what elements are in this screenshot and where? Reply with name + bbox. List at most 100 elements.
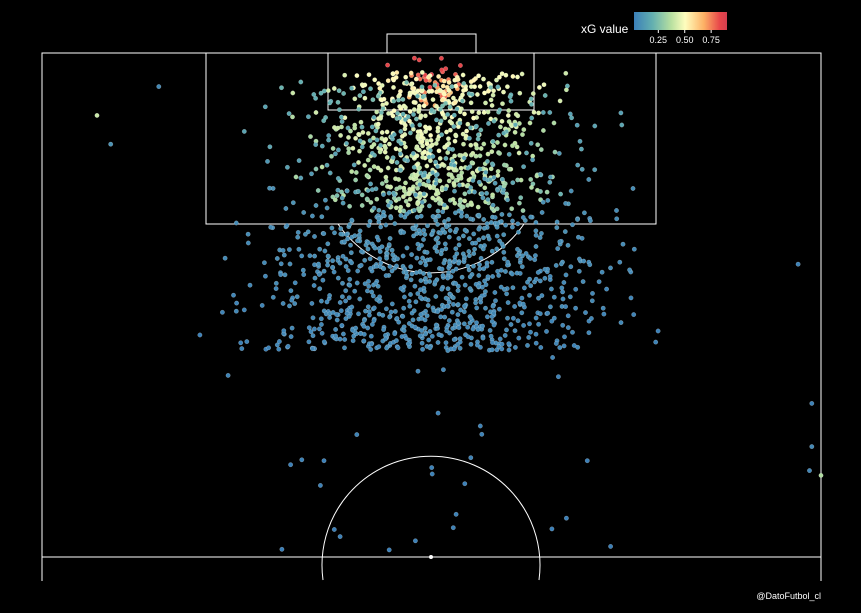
shot-point — [266, 345, 272, 351]
shot-point — [600, 305, 606, 311]
shot-point — [588, 316, 594, 321]
shot-point — [538, 230, 544, 236]
shot-point — [586, 177, 592, 182]
shot-point — [339, 322, 345, 328]
shot-point — [544, 189, 550, 195]
shot-point — [587, 262, 593, 268]
shot-point — [324, 205, 330, 211]
shot-point — [342, 72, 348, 78]
shot-point — [583, 310, 588, 316]
shot-point — [393, 205, 399, 211]
shot-point — [422, 325, 428, 331]
shot-point — [435, 164, 441, 169]
shot-point — [502, 142, 508, 148]
shot-point — [407, 118, 412, 124]
shot-point — [478, 127, 484, 133]
shot-point — [296, 246, 302, 252]
shot-point — [371, 115, 377, 120]
shot-point — [567, 294, 573, 300]
shot-point — [374, 137, 380, 143]
shot-point — [483, 305, 488, 311]
shot-point — [299, 457, 305, 463]
shot-point — [476, 179, 482, 185]
shot-point — [564, 83, 570, 89]
shot-point — [454, 106, 460, 112]
shot-point — [475, 132, 481, 138]
shot-point — [225, 372, 231, 378]
shot-point — [286, 111, 292, 117]
shot-point — [401, 294, 407, 300]
shot-point — [504, 84, 510, 90]
shot-point — [349, 217, 355, 223]
shot-point — [478, 243, 484, 249]
shot-point — [484, 158, 490, 164]
shot-point — [407, 196, 413, 202]
shot-point — [486, 236, 492, 242]
shot-point — [490, 92, 496, 98]
shot-point — [429, 465, 435, 471]
shot-point — [446, 79, 452, 85]
shot-point — [440, 273, 446, 278]
shot-point — [380, 213, 386, 218]
shot-point — [433, 159, 439, 165]
shot-point — [279, 85, 284, 91]
shot-point — [487, 327, 493, 333]
shot-point — [499, 211, 505, 217]
shot-point — [457, 109, 463, 115]
shot-point — [503, 222, 509, 228]
shot-point — [399, 133, 405, 139]
shot-point — [481, 76, 486, 82]
shot-point — [559, 285, 565, 291]
shot-point — [388, 184, 394, 190]
shot-point — [433, 172, 439, 178]
shot-point — [380, 106, 386, 112]
shot-point — [293, 174, 299, 180]
shot-point — [302, 231, 308, 237]
shot-point — [655, 328, 661, 334]
shot-point — [538, 189, 543, 194]
shot-point — [433, 217, 439, 223]
shot-point — [402, 157, 408, 163]
shot-point — [352, 96, 358, 102]
shot-point — [245, 240, 251, 246]
shot-point — [377, 256, 383, 262]
shot-point — [381, 327, 387, 333]
shot-point — [557, 98, 563, 104]
shot-point — [341, 239, 347, 245]
shot-point — [350, 338, 356, 344]
shot-point — [371, 318, 377, 324]
shot-point — [476, 237, 482, 243]
shot-point — [509, 224, 515, 230]
shot-point — [443, 186, 449, 192]
shot-point — [446, 178, 452, 184]
shot-point — [441, 202, 447, 208]
shot-point — [536, 321, 542, 327]
shot-point — [316, 326, 322, 332]
shot-point — [383, 136, 389, 142]
shot-point — [343, 264, 349, 269]
shot-point — [427, 147, 433, 153]
shot-point — [436, 74, 442, 79]
shot-point — [410, 85, 415, 91]
shot-point — [459, 213, 464, 219]
shot-point — [476, 73, 482, 79]
shot-point — [334, 317, 340, 323]
shot-point — [432, 82, 438, 88]
shot-point — [483, 169, 489, 175]
shot-point — [245, 231, 251, 237]
shot-point — [795, 261, 801, 267]
shot-point — [371, 205, 377, 211]
shot-point — [382, 149, 388, 155]
shot-point — [466, 236, 472, 242]
shot-point — [577, 138, 583, 144]
shot-point — [466, 249, 472, 254]
shot-point — [457, 336, 463, 342]
shot-point — [335, 175, 341, 181]
shot-point — [435, 190, 441, 196]
shot-point — [483, 282, 489, 288]
shot-point — [468, 315, 474, 321]
shot-point — [542, 93, 548, 98]
shot-point — [421, 227, 427, 233]
shot-point — [398, 129, 404, 134]
shot-point — [420, 154, 426, 160]
